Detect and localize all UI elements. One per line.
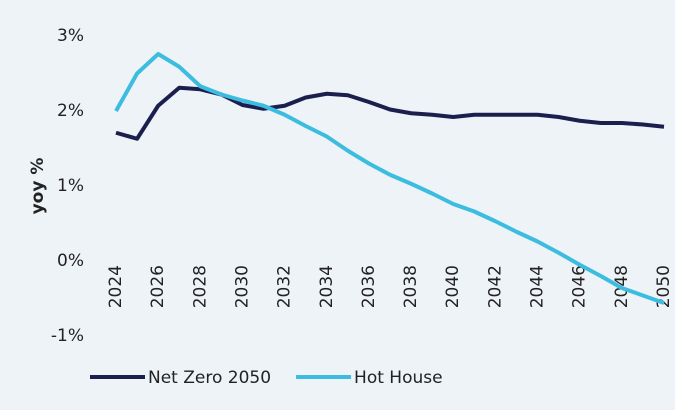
legend-label: Net Zero 2050 xyxy=(148,368,271,388)
x-tick-label: 2046 xyxy=(570,265,590,308)
y-tick-label: 3% xyxy=(57,26,84,46)
x-tick-label: 2040 xyxy=(443,265,463,308)
x-tick-label: 2036 xyxy=(359,265,379,308)
y-tick-label: 2% xyxy=(57,101,84,121)
x-tick-label: 2028 xyxy=(190,265,210,308)
legend-label: Hot House xyxy=(354,368,443,388)
x-tick-label: 2030 xyxy=(232,265,252,308)
x-tick-label: 2026 xyxy=(148,265,168,308)
series-line xyxy=(115,85,665,141)
x-tick-label: 2038 xyxy=(401,265,421,308)
series-line xyxy=(114,52,665,305)
y-tick-label: -1% xyxy=(51,326,84,346)
y-tick-label: 0% xyxy=(57,251,84,271)
y-axis-label: yoy % xyxy=(28,158,48,215)
x-tick-label: 2024 xyxy=(106,265,126,308)
x-tick-label: 2044 xyxy=(528,265,548,308)
x-tick-label: 2032 xyxy=(275,265,295,308)
x-tick-label: 2034 xyxy=(317,265,337,308)
x-tick-label: 2050 xyxy=(654,265,674,308)
x-tick-label: 2042 xyxy=(485,265,505,308)
y-tick-label: 1% xyxy=(57,176,84,196)
